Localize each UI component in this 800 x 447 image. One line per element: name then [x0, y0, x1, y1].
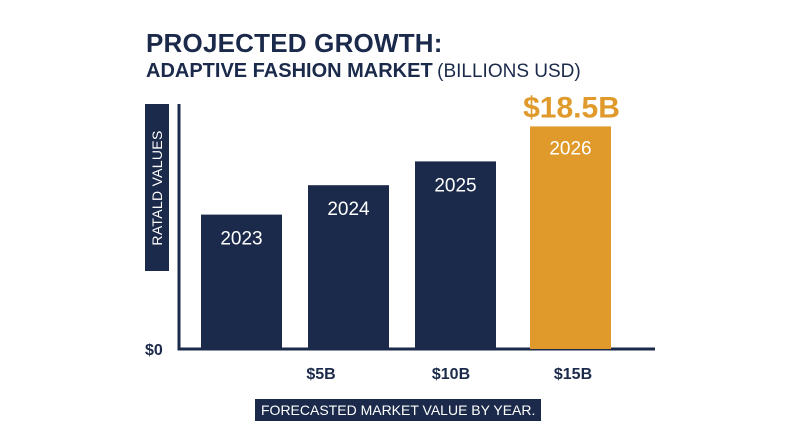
tick-labels-group: $0 $5B $10B $15B	[145, 342, 592, 383]
bar-label-2025: 2025	[434, 175, 476, 196]
bar-label-2024: 2024	[327, 199, 370, 220]
chart-caption: FORECASTED MARKET VALUE BY YEAR.	[255, 399, 542, 421]
chart-subtitle-unit: (BILLIONS USD)	[437, 61, 581, 82]
bar-label-2026: 2026	[549, 138, 591, 159]
bar-2025	[415, 161, 496, 349]
bar-2024	[308, 185, 389, 349]
x-tick-label: $15B	[554, 366, 592, 383]
bar-2023	[201, 214, 282, 349]
chart-subtitle: ADAPTIVE FASHION MARKET (BILLIONS USD)	[146, 60, 581, 83]
y-axis-label-box: RATALD VALUES	[145, 104, 169, 271]
y-tick-label-zero: $0	[145, 342, 163, 359]
bar-2026	[530, 126, 611, 350]
x-tick-label: $10B	[432, 366, 470, 383]
highlight-value-label: $18.5B	[523, 91, 620, 124]
bar-label-2023: 2023	[220, 229, 262, 250]
x-tick-label: $5B	[306, 366, 335, 383]
chart-subtitle-main: ADAPTIVE FASHION MARKET	[146, 60, 433, 82]
bars-group: 2023 2024 2025 2026 $18.5B	[201, 91, 620, 350]
chart-title: PROJECTED GROWTH:	[146, 28, 443, 58]
